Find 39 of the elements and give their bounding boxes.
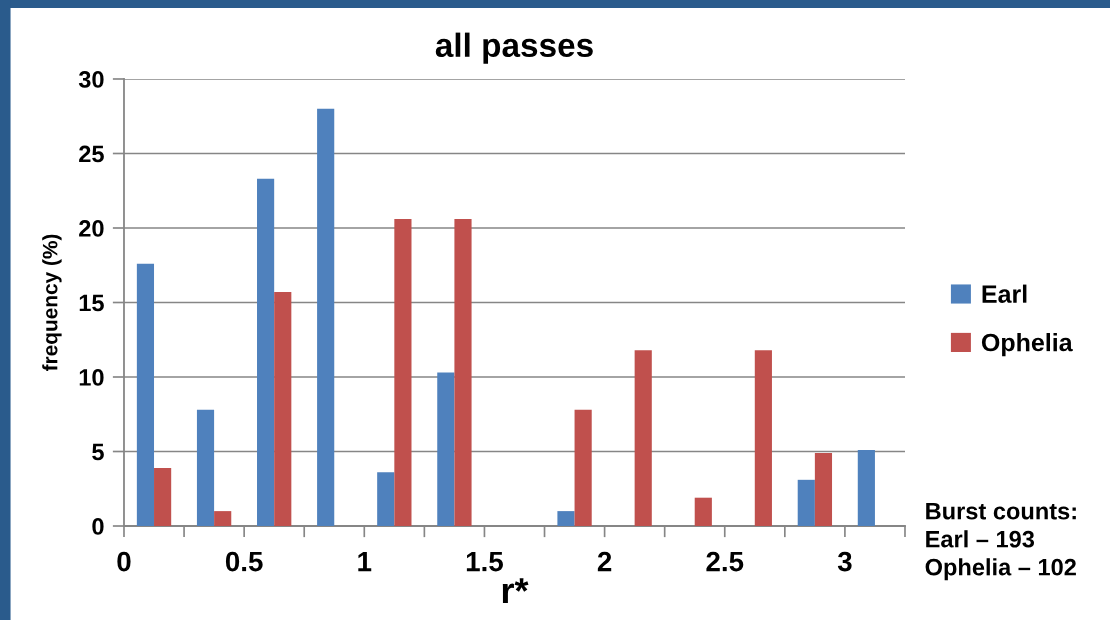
legend-label: Earl [982, 284, 1027, 303]
x-tick-label: 0.5 [225, 551, 263, 572]
x-tick-label: 1 [358, 552, 372, 572]
bar [814, 452, 833, 527]
chart-title: all passes [435, 32, 593, 64]
bar [377, 472, 395, 527]
y-tick-label: 5 [92, 443, 104, 461]
x-tick-label: 2 [597, 551, 612, 572]
bar [557, 511, 575, 527]
bar [754, 350, 772, 527]
y-tick-label: 15 [79, 294, 104, 312]
y-axis-title: frequency (%) [42, 234, 62, 372]
legend-label: Ophelia [981, 333, 1073, 357]
bar [257, 178, 275, 527]
x-tick-label: 3 [837, 551, 852, 572]
bar [857, 450, 875, 527]
x-tick-label: 1.5 [466, 552, 503, 572]
bar [136, 263, 155, 527]
x-tick-label: 0 [117, 551, 131, 572]
bar [634, 350, 652, 527]
y-tick-label: 10 [79, 369, 104, 386]
y-tick-label: 20 [79, 220, 104, 237]
text: Burst counts: Earl – 193 Ophelia – 102 [925, 503, 1076, 581]
x-tick-label: 2.5 [706, 551, 744, 572]
bar [454, 219, 472, 527]
y-tick-label: 25 [79, 145, 104, 163]
y-tick-label: 30 [78, 71, 104, 88]
bar [154, 467, 172, 527]
bar [437, 372, 455, 527]
y-tick-label: 0 [92, 518, 104, 535]
bar [694, 497, 712, 527]
bar [317, 108, 335, 527]
bar [394, 219, 412, 527]
bar [274, 292, 292, 527]
bar [574, 409, 592, 527]
x-axis-title: r* [502, 578, 529, 604]
bar [196, 409, 215, 527]
bar [214, 511, 232, 527]
bar [797, 479, 815, 527]
